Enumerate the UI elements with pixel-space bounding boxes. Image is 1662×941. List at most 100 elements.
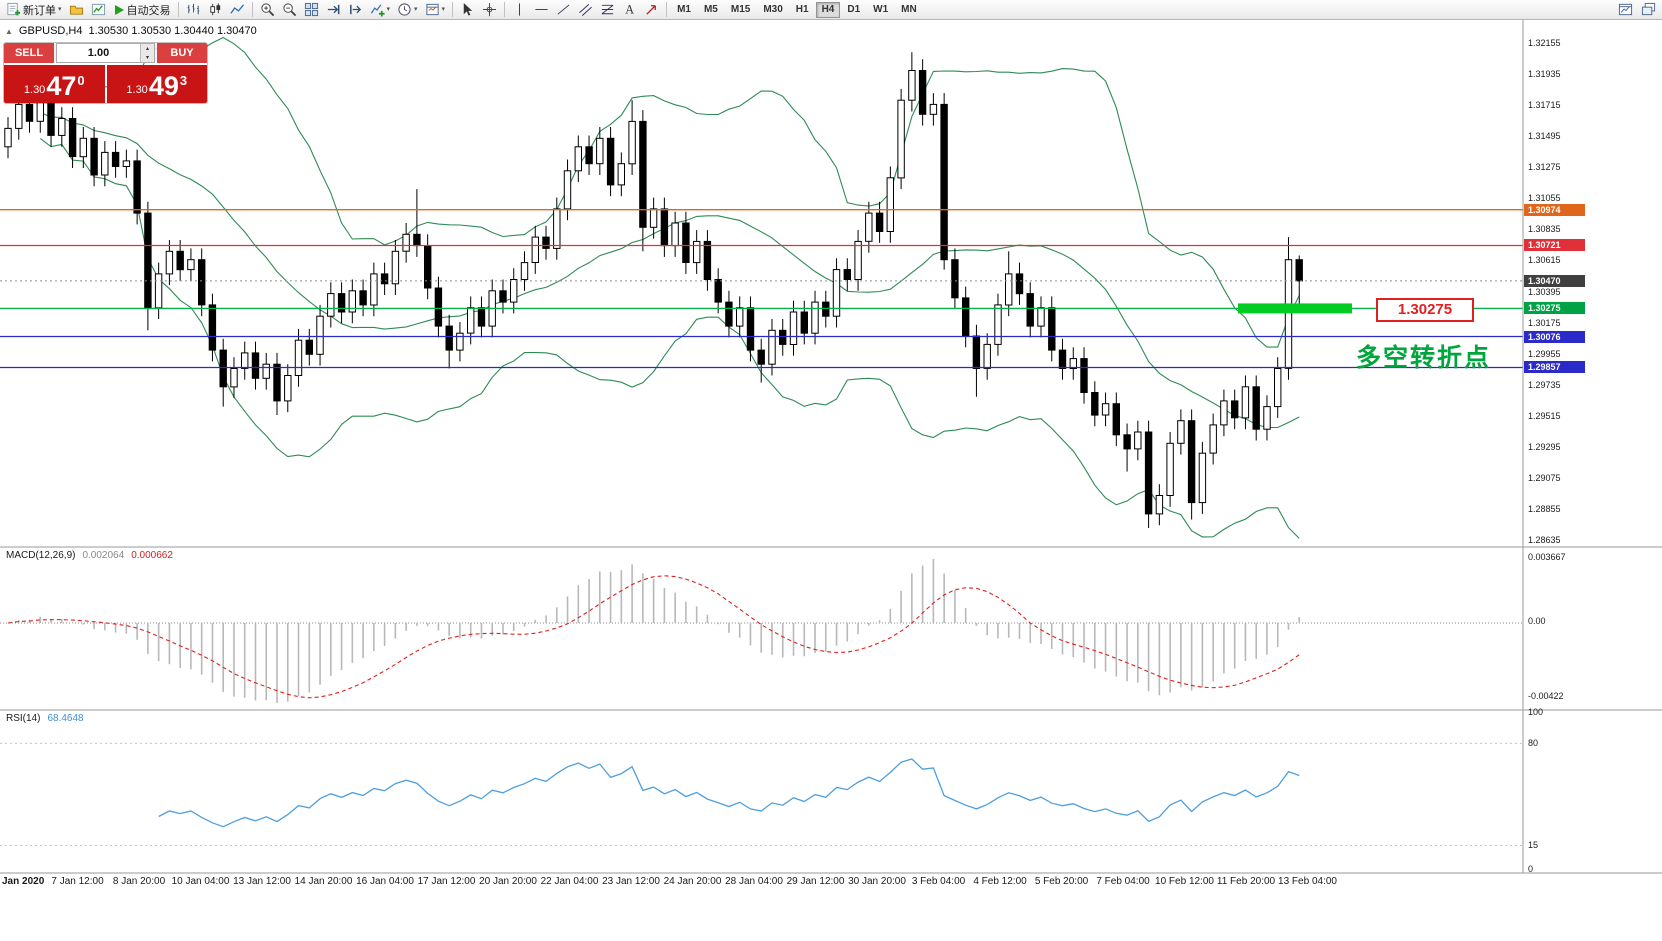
caret-down-icon: ▾ — [386, 6, 391, 13]
turning-point-note[interactable]: 多空转折点 — [1356, 344, 1492, 372]
bar-chart-button[interactable] — [183, 1, 204, 19]
candlestick-icon — [209, 3, 220, 16]
toolbar-separator — [504, 2, 506, 17]
arrows-tool-button[interactable] — [641, 1, 662, 19]
timeframe-button-m5[interactable]: M5 — [698, 2, 724, 18]
volume-decrease-button[interactable]: ▾ — [141, 53, 154, 62]
strategy-tester-button[interactable] — [88, 1, 109, 19]
fibonacci-icon — [601, 4, 614, 15]
timeframe-button-h4[interactable]: H4 — [815, 1, 841, 18]
macd-label-row: MACD(12,26,9) 0.002064 0.000662 — [6, 550, 173, 561]
timeframe-button-h1[interactable]: H1 — [790, 2, 815, 18]
buy-price-base: 1.30 — [126, 84, 148, 97]
templates-button[interactable]: ▾ — [422, 1, 449, 19]
macd-axis-max: 0.003667 — [1528, 552, 1566, 562]
vertical-line-icon — [519, 3, 521, 16]
trendline-icon — [557, 4, 570, 15]
indicators-button[interactable]: ▾ — [367, 1, 394, 19]
rsi-line — [158, 758, 1300, 828]
buy-price-point: 3 — [179, 73, 188, 88]
sell-button[interactable]: SELL — [4, 43, 54, 63]
timeframe-button-w1[interactable]: W1 — [867, 2, 894, 18]
autotrading-label: 自动交易 — [126, 4, 171, 17]
macd-signal-value: 0.000662 — [131, 550, 173, 561]
line-chart-icon — [229, 4, 244, 14]
timeframe-group: M1 M5 M15 M30 H1 H4 D1 W1 MN — [671, 1, 923, 18]
price-level-tag[interactable]: 1.30275 — [1376, 298, 1474, 322]
arrow-icon — [646, 5, 656, 15]
tester-chart-icon — [91, 3, 105, 16]
timeframe-button-m1[interactable]: M1 — [671, 2, 697, 18]
macd-name: MACD(12,26,9) — [6, 550, 76, 561]
one-click-trading-panel: SELL 1.00 ▴ ▾ BUY 1.30 47 0 1.30 49 3 — [3, 42, 208, 104]
indicators-add-icon — [370, 4, 385, 17]
trendline-button[interactable] — [553, 1, 574, 19]
macd-histogram-layer — [17, 559, 1301, 703]
macd-signal-line — [7, 575, 1300, 699]
sell-price-base: 1.30 — [23, 84, 46, 97]
trade-panel-price-row: 1.30 47 0 1.30 49 3 — [4, 65, 207, 103]
bollinger-middle — [40, 111, 1300, 429]
text-icon: A — [625, 3, 634, 17]
candlestick-chart-button[interactable] — [205, 1, 226, 19]
zoom-out-button[interactable] — [279, 1, 300, 19]
new-order-label: 新订单 — [23, 4, 56, 17]
chart-shift-icon — [349, 4, 361, 15]
cursor-icon — [463, 2, 473, 16]
caret-down-icon: ▾ — [58, 6, 62, 13]
tile-windows-button[interactable] — [301, 1, 322, 19]
cursor-button[interactable] — [457, 1, 478, 19]
channel-button[interactable] — [575, 1, 596, 19]
periods-button[interactable]: ▾ — [394, 1, 421, 19]
highlight-zone-rect[interactable] — [1238, 303, 1352, 314]
svg-text:A: A — [625, 3, 634, 17]
zoom-in-icon — [260, 3, 274, 17]
volume-field[interactable]: 1.00 ▴ ▾ — [56, 43, 155, 63]
new-chart-button[interactable] — [1615, 1, 1636, 19]
volume-value: 1.00 — [87, 47, 110, 59]
profiles-button[interactable] — [66, 1, 87, 19]
horizontal-line-button[interactable] — [531, 1, 552, 19]
timeframe-button-m15[interactable]: M15 — [725, 2, 756, 18]
cascade-windows-icon — [1641, 2, 1656, 16]
rsi-label-row: RSI(14) 68.4648 — [6, 713, 84, 724]
buy-price-button[interactable]: 1.30 49 3 — [106, 65, 207, 103]
zoom-in-button[interactable] — [257, 1, 278, 19]
crosshair-button[interactable] — [479, 1, 500, 19]
new-order-button[interactable]: 新订单 ▾ — [3, 1, 65, 19]
volume-increase-button[interactable]: ▴ — [141, 44, 154, 53]
autotrading-button[interactable]: 自动交易 — [110, 1, 174, 19]
bollinger-upper — [40, 36, 1300, 348]
bollinger-lower — [39, 137, 1300, 539]
text-tool-button[interactable]: A — [619, 1, 640, 19]
chart-shift-button[interactable] — [345, 1, 366, 19]
timeframe-button-mn[interactable]: MN — [895, 2, 923, 18]
auto-scroll-icon — [327, 4, 339, 15]
sell-price-point: 0 — [77, 73, 85, 88]
auto-scroll-button[interactable] — [323, 1, 344, 19]
timeframe-button-d1[interactable]: D1 — [841, 2, 866, 18]
sell-price-button[interactable]: 1.30 47 0 — [4, 65, 105, 103]
fibonacci-button[interactable] — [597, 1, 618, 19]
rsi-value: 68.4648 — [47, 713, 84, 724]
sell-price-pips: 47 — [46, 71, 77, 102]
timeframe-button-m30[interactable]: M30 — [757, 2, 788, 18]
vertical-line-button[interactable] — [509, 1, 530, 19]
new-chart-icon — [1618, 3, 1633, 16]
toolbar-right-group — [1615, 1, 1659, 19]
symbol-period-label: GBPUSD,H4 — [18, 25, 83, 37]
toolbar-separator — [666, 2, 668, 17]
toolbar-separator — [452, 2, 454, 17]
window-list-button[interactable] — [1638, 1, 1659, 19]
macd-main-value: 0.002064 — [82, 550, 125, 561]
one-click-toggle-icon[interactable]: ▲ — [5, 26, 13, 36]
caret-down-icon: ▾ — [414, 6, 418, 13]
folder-icon — [69, 5, 83, 15]
horizontal-line-icon — [535, 9, 548, 10]
line-chart-button[interactable] — [227, 1, 248, 19]
buy-price-pips: 49 — [148, 71, 179, 102]
bar-chart-icon — [187, 3, 199, 15]
buy-button[interactable]: BUY — [157, 43, 207, 63]
macd-axis-zero: 0.00 — [1528, 616, 1546, 626]
